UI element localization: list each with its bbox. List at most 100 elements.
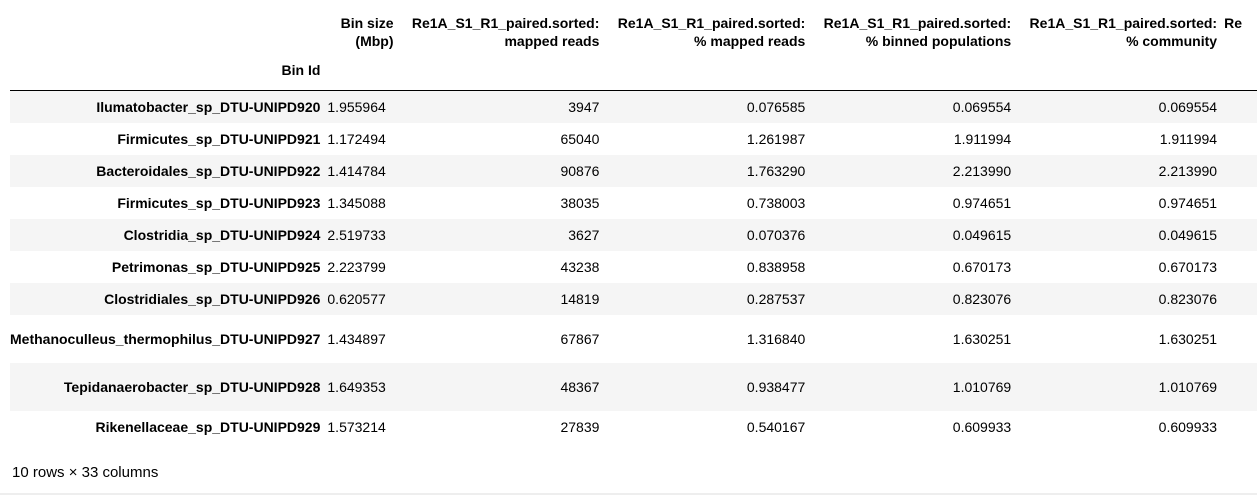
table-row: Firmicutes_sp_DTU-UNIPD921 1.172494 65040 1… [10, 123, 1257, 155]
column-header-line: Re1A_S1_R1_paired.sorted: [411, 15, 600, 31]
row-index-label: Bacteroidales_sp_DTU-UNIPD922 [96, 163, 321, 179]
row-index-label: Petrimonas_sp_DTU-UNIPD925 [111, 259, 321, 275]
column-header-line: Re [1224, 15, 1242, 31]
table-row: Tepidanaerobacter_sp_DTU-UNIPD928 1.64935… [10, 363, 1257, 411]
table-cell: 0.049615 [1158, 227, 1218, 243]
table-cell-truncated [1224, 219, 1257, 251]
column-header-truncated: Re [1224, 0, 1257, 50]
table-cell: 0.738003 [746, 195, 806, 211]
column-header-line: Re1A_S1_R1_paired.sorted: [1029, 15, 1218, 31]
table-body: Ilumatobacter_sp_DTU-UNIPD920 1.955964 394… [10, 90, 1257, 443]
table-cell: 1.573214 [327, 419, 386, 435]
table-cell: 1.649353 [327, 379, 386, 395]
table-cell-truncated [1224, 123, 1257, 155]
table-cell: 0.069554 [952, 99, 1012, 115]
table-cell: 0.838958 [746, 259, 806, 275]
table-row: Firmicutes_sp_DTU-UNIPD923 1.345088 38035 0… [10, 187, 1257, 219]
table-cell: 1.345088 [327, 195, 386, 211]
table-cell-truncated [1224, 411, 1257, 443]
column-header-line: (Mbp) [355, 33, 394, 49]
table-row: Rikenellaceae_sp_DTU-UNIPD929 1.573214 278… [10, 411, 1257, 443]
table-cell: 1.261987 [746, 131, 806, 147]
table-cell: 48367 [560, 379, 600, 395]
table-cell-truncated [1224, 315, 1257, 363]
column-header-pct-community: Re1A_S1_R1_paired.sorted: % community [1018, 0, 1224, 50]
output-divider [0, 493, 1257, 495]
table-cell: 2.213990 [1158, 163, 1218, 179]
column-header-line: mapped reads [504, 33, 600, 49]
column-header-line: % mapped reads [694, 33, 806, 49]
table-cell: 0.670173 [1158, 259, 1218, 275]
table-cell: 0.974651 [952, 195, 1012, 211]
table-cell: 1.955964 [327, 99, 386, 115]
table-cell: 1.630251 [1158, 331, 1218, 347]
table-cell: 90876 [560, 163, 600, 179]
table-row: Ilumatobacter_sp_DTU-UNIPD920 1.955964 394… [10, 90, 1257, 123]
column-header-pct-binned-populations: Re1A_S1_R1_paired.sorted: % binned popula… [812, 0, 1018, 50]
table-scroll-area[interactable]: Bin size (Mbp) Re1A_S1_R1_paired.sorted:m… [10, 0, 1257, 443]
table-row: Clostridiales_sp_DTU-UNIPD926 0.620577 148… [10, 283, 1257, 315]
table-cell: 1.010769 [1158, 379, 1218, 395]
table-row: Bacteroidales_sp_DTU-UNIPD922 1.414784 908… [10, 155, 1257, 187]
table-cell-truncated [1224, 187, 1257, 219]
table-row: Methanoculleus_thermophilus_DTU-UNIPD927… [10, 315, 1257, 363]
dataframe-shape-label: 10 rows × 33 columns [12, 464, 159, 481]
table-cell: 3627 [568, 227, 600, 243]
column-header-bin-size: Bin size (Mbp) [327, 0, 400, 50]
table-cell: 0.974651 [1158, 195, 1218, 211]
table-cell: 27839 [560, 419, 600, 435]
table-cell: 1.630251 [952, 331, 1012, 347]
row-index-label: Firmicutes_sp_DTU-UNIPD923 [117, 195, 321, 211]
table-cell: 0.069554 [1158, 99, 1218, 115]
column-header-row: Bin size (Mbp) Re1A_S1_R1_paired.sorted:m… [10, 0, 1257, 50]
table-cell: 1.172494 [327, 131, 386, 147]
table-cell: 43238 [560, 259, 600, 275]
table-cell: 1.414784 [327, 163, 386, 179]
table-cell: 1.010769 [952, 379, 1012, 395]
table-cell: 0.540167 [746, 419, 806, 435]
column-header-pct-mapped-reads: Re1A_S1_R1_paired.sorted: % mapped reads [606, 0, 812, 50]
table-cell: 1.911994 [953, 131, 1012, 147]
table-cell: 3947 [568, 99, 600, 115]
table-cell: 0.823076 [1158, 291, 1218, 307]
table-cell: 1.316840 [746, 331, 806, 347]
table-cell: 1.434897 [327, 331, 386, 347]
index-name-label: Bin Id [10, 50, 328, 91]
column-header-line: Bin size [340, 15, 394, 31]
index-name-row: Bin Id [10, 50, 1257, 91]
table-cell: 0.823076 [952, 291, 1012, 307]
table-cell: 0.620577 [327, 291, 386, 307]
column-header-line: % binned populations [865, 33, 1012, 49]
table-cell: 0.938477 [746, 379, 806, 395]
table-cell: 1.911994 [1159, 131, 1218, 147]
table-row: Clostridia_sp_DTU-UNIPD924 2.519733 3627 0.… [10, 219, 1257, 251]
table-cell-truncated [1224, 283, 1257, 315]
table-cell: 14819 [560, 291, 600, 307]
row-index-label: Rikenellaceae_sp_DTU-UNIPD929 [95, 419, 321, 435]
table-cell-truncated [1224, 155, 1257, 187]
table-cell-truncated [1224, 251, 1257, 283]
index-header-blank [10, 0, 327, 50]
column-header-line: % community [1126, 33, 1218, 49]
table-cell: 0.609933 [1158, 419, 1218, 435]
table-cell: 67867 [560, 331, 600, 347]
row-index-label: Methanoculleus_thermophilus_DTU-UNIPD927 [10, 331, 321, 347]
table-cell: 0.070376 [746, 227, 806, 243]
table-cell: 2.519733 [327, 227, 386, 243]
table-cell: 2.213990 [952, 163, 1012, 179]
table-cell: 0.609933 [952, 419, 1012, 435]
row-index-label: Tepidanaerobacter_sp_DTU-UNIPD928 [63, 379, 321, 395]
table-cell: 0.076585 [746, 99, 806, 115]
row-index-label: Ilumatobacter_sp_DTU-UNIPD920 [96, 99, 321, 115]
column-header-line: Re1A_S1_R1_paired.sorted: [617, 15, 806, 31]
row-index-label: Clostridia_sp_DTU-UNIPD924 [123, 227, 321, 243]
table-cell: 0.049615 [952, 227, 1012, 243]
row-index-label: Firmicutes_sp_DTU-UNIPD921 [117, 131, 321, 147]
table-row: Petrimonas_sp_DTU-UNIPD925 2.223799 43238 0… [10, 251, 1257, 283]
dataframe-table: Bin size (Mbp) Re1A_S1_R1_paired.sorted:m… [10, 0, 1257, 443]
table-cell: 38035 [560, 195, 600, 211]
table-cell: 2.223799 [327, 259, 386, 275]
table-cell: 1.763290 [746, 163, 806, 179]
row-index-label: Clostridiales_sp_DTU-UNIPD926 [104, 291, 321, 307]
